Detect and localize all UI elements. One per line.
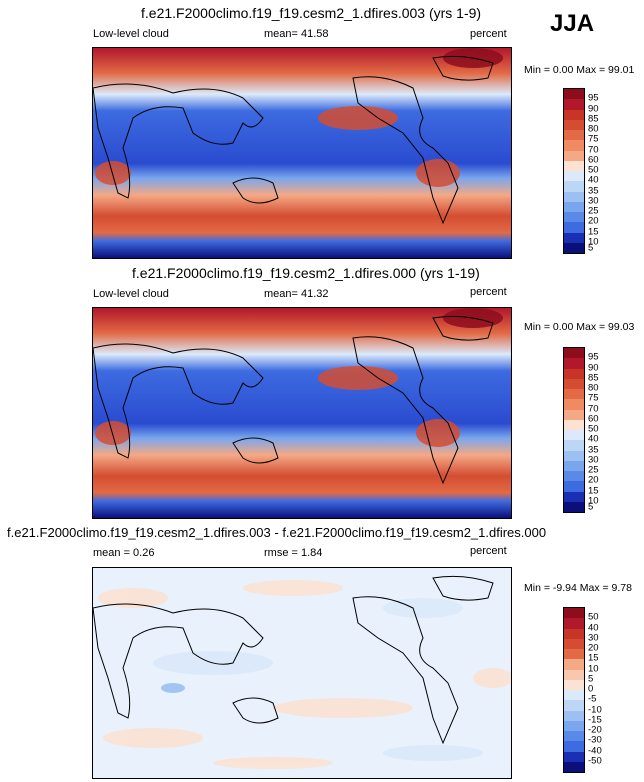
panel-1-minmax: Min = 0.00 Max = 99.01 xyxy=(524,64,635,76)
colorbar-tick: 60 xyxy=(588,413,599,425)
colorbar-tick: 10 xyxy=(588,236,599,248)
colorbar-tick: 20 xyxy=(588,474,599,486)
colorbar-tick: 90 xyxy=(588,362,599,373)
panel-2-minmax: Min = 0.00 Max = 99.03 xyxy=(524,321,635,333)
colorbar-tick: -30 xyxy=(588,734,602,746)
colorbar-tick: -40 xyxy=(588,745,602,756)
colorbar-tick: -20 xyxy=(588,724,602,736)
colorbar-tick: 15 xyxy=(588,485,599,496)
colorbar-tick: 30 xyxy=(588,195,599,207)
colorbar-tick: 80 xyxy=(588,382,599,394)
panel-1-colorbar xyxy=(563,88,585,254)
panel-1-map-svg xyxy=(93,48,511,258)
colorbar-tick: 10 xyxy=(588,663,599,674)
colorbar-tick: 25 xyxy=(588,464,599,476)
panel-2-land-outlines xyxy=(93,315,494,485)
panel-1-field xyxy=(93,48,511,258)
colorbar-tick: 30 xyxy=(588,632,599,644)
colorbar-tick: 50 xyxy=(588,423,599,435)
panel-3-units: percent xyxy=(470,545,507,557)
colorbar-tick: 30 xyxy=(588,454,599,466)
panel-2-colorbar-ticks: 95 90 85 80 75 70 60 50 40 35 30 25 20 1… xyxy=(588,347,628,513)
panel-2-map-svg xyxy=(93,308,511,518)
panel-3-map-svg xyxy=(93,568,511,778)
colorbar-tick: 40 xyxy=(588,174,599,186)
panel-1-mean: mean= 41.58 xyxy=(264,28,329,40)
panel-3-rmse: rmse = 1.84 xyxy=(264,547,323,559)
colorbar-tick: 35 xyxy=(588,444,599,455)
panel-2-colorbar xyxy=(563,347,585,513)
colorbar-tick: 50 xyxy=(588,164,599,176)
colorbar-tick: 15 xyxy=(588,652,599,664)
colorbar-tick: 15 xyxy=(588,226,599,237)
colorbar-tick: 50 xyxy=(588,611,599,623)
panel-3-map xyxy=(92,567,512,779)
colorbar-tick: 90 xyxy=(588,103,599,114)
colorbar-tick: 70 xyxy=(588,403,599,414)
colorbar-tick: 40 xyxy=(588,433,599,445)
panel-2-mean: mean= 41.32 xyxy=(264,288,329,300)
colorbar-tick: 5 xyxy=(588,673,594,685)
colorbar-tick: 95 xyxy=(588,92,599,104)
colorbar-tick: 35 xyxy=(588,185,599,196)
panel-3-land-outlines xyxy=(93,575,494,745)
colorbar-tick: 85 xyxy=(588,113,599,125)
panel-3-title: f.e21.F2000climo.f19_f19.cesm2_1.dfires.… xyxy=(7,525,547,540)
colorbar-tick: 25 xyxy=(588,205,599,217)
panel-2-field xyxy=(93,308,511,518)
season-label: JJA xyxy=(550,10,595,37)
panel-3-mean: mean = 0.26 xyxy=(93,547,155,559)
colorbar-tick: 85 xyxy=(588,372,599,384)
panel-1-field-label: Low-level cloud xyxy=(93,28,169,40)
colorbar-tick: 40 xyxy=(588,622,599,633)
panel-1-units: percent xyxy=(470,28,507,40)
colorbar-tick: 75 xyxy=(588,392,599,404)
colorbar-tick: 75 xyxy=(588,133,599,145)
colorbar-tick: 5 xyxy=(588,501,594,513)
colorbar-tick: 70 xyxy=(588,144,599,155)
panel-2-field-label: Low-level cloud xyxy=(93,288,169,300)
panel-2-title: f.e21.F2000climo.f19_f19.cesm2_1.dfires.… xyxy=(132,265,480,281)
panel-1-map xyxy=(92,47,512,259)
colorbar-tick: 5 xyxy=(588,242,594,254)
colorbar-tick: 60 xyxy=(588,154,599,166)
colorbar-tick: 80 xyxy=(588,123,599,135)
colorbar-tick: -15 xyxy=(588,714,602,726)
panel-3-colorbar xyxy=(563,607,585,773)
panel-2-units: percent xyxy=(470,286,507,298)
panel-3-colorbar-ticks: 50 40 30 20 15 10 5 0 -5 -10 -15 -20 -30… xyxy=(588,607,628,771)
colorbar-tick: 20 xyxy=(588,215,599,227)
colorbar-tick: -5 xyxy=(588,693,597,705)
panel-3-anomaly-patches xyxy=(98,580,511,769)
colorbar-tick: -10 xyxy=(588,704,602,715)
panel-1-land-outlines xyxy=(93,55,494,225)
colorbar-tick: -50 xyxy=(588,755,602,767)
panel-1-colorbar-ticks: 95 90 85 80 75 70 60 50 40 35 30 25 20 1… xyxy=(588,88,628,254)
colorbar-tick: 20 xyxy=(588,642,599,654)
panel-1-title: f.e21.F2000climo.f19_f19.cesm2_1.dfires.… xyxy=(141,5,482,21)
colorbar-tick: 10 xyxy=(588,495,599,507)
colorbar-tick: 0 xyxy=(588,683,594,695)
colorbar-tick: 95 xyxy=(588,351,599,363)
panel-3-minmax: Min = -9.94 Max = 9.78 xyxy=(524,582,632,594)
panel-2-map xyxy=(92,307,512,519)
